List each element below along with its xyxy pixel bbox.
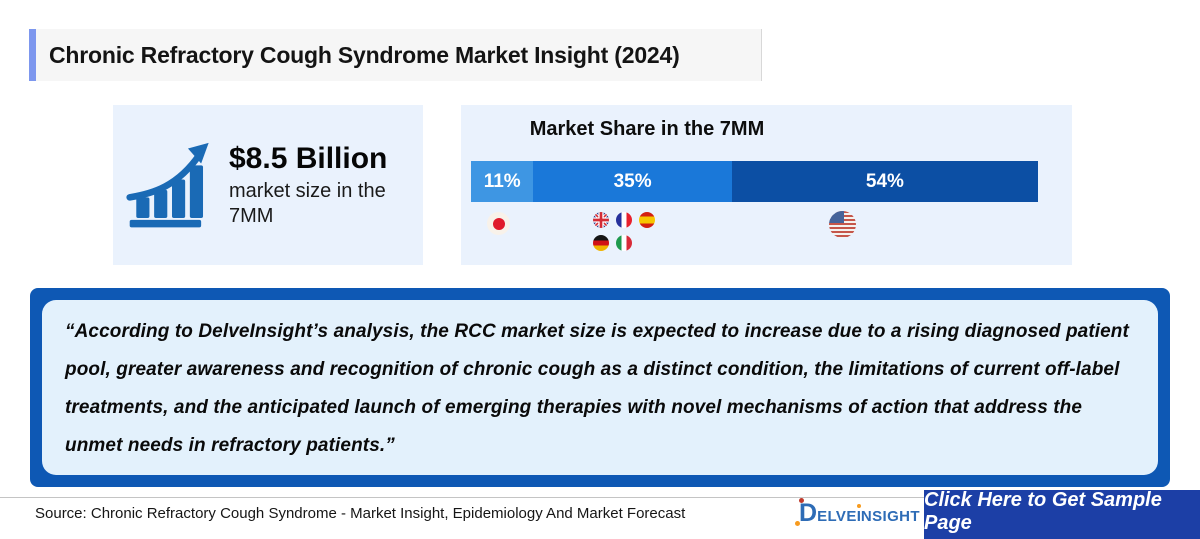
bar-segment-us: 54% [731,161,1039,202]
analyst-quote-text: “According to DelveInsight’s analysis, t… [65,321,1129,456]
italy-flag-icon [616,235,632,251]
analyst-quote-inner: “According to DelveInsight’s analysis, t… [42,300,1158,475]
footer-divider [0,497,924,498]
japan-flag-dot [492,217,505,230]
logo-text-nsight: NSIGHT [860,508,920,525]
market-share-stacked-bar: 11% 35% 54% [471,161,1039,202]
bar-segment-label: 11% [483,170,521,192]
market-share-title: Market Share in the 7MM [529,118,765,140]
us-flag-circle [829,211,856,238]
eu5-flags-group [593,212,655,251]
logo-letter-d: D [794,498,818,527]
germany-flag-icon [593,235,609,251]
bar-segment-japan: 11% [471,161,534,202]
bar-segment-eu5: 35% [533,161,732,202]
bar-segment-label: 54% [865,170,904,192]
bar-chart-growth-icon [126,142,209,228]
uk-flag-icon [593,212,609,228]
source-text: Source: Chronic Refractory Cough Syndrom… [35,505,686,522]
logo-dotted-i: I [856,508,861,525]
kpi-value: $8.5 Billion [229,141,388,175]
analyst-quote-box: “According to DelveInsight’s analysis, t… [30,288,1170,487]
get-sample-page-button[interactable]: Click Here to Get Sample Page [924,489,1200,539]
us-flag-icon [829,211,856,238]
kpi-label: market size in the 7MM [229,179,386,227]
market-size-kpi-card: $8.5 Billion market size in the 7MM [113,105,423,265]
page-title-bar: Chronic Refractory Cough Syndrome Market… [29,29,762,81]
get-sample-page-button-label: Click Here to Get Sample Page [924,489,1200,539]
market-share-card: Market Share in the 7MM 11% 35% 54% [461,105,1072,265]
japan-flag-icon [487,212,510,235]
france-flag-icon [616,212,632,228]
bar-segment-label: 35% [613,170,652,192]
kpi-text-block: $8.5 Billion market size in the 7MM [229,142,387,229]
spain-flag-icon [639,212,655,228]
logo-text-elve: ELVE [817,508,857,525]
delveinsight-logo: D ELVE I NSIGHT [794,498,920,529]
page-title: Chronic Refractory Cough Syndrome Market… [49,41,680,68]
